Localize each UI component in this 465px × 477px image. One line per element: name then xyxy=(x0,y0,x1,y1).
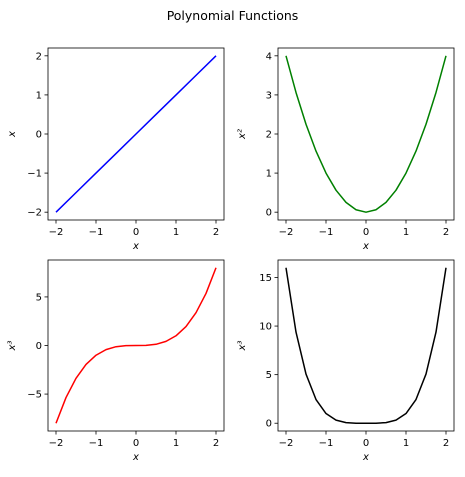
figure-title: Polynomial Functions xyxy=(166,8,299,23)
y-tick-label-linear: 0 xyxy=(36,130,42,141)
x-tick-label-quadratic: −2 xyxy=(279,227,294,238)
y-tick-label-cubic: 5 xyxy=(36,292,42,303)
x-tick-label-cubic: −2 xyxy=(49,438,64,449)
y-axis-label-quadratic: x² xyxy=(237,129,248,140)
x-tick-label-quartic: 2 xyxy=(443,438,449,449)
y-tick-label-quadratic: 0 xyxy=(266,208,272,219)
y-tick-label-linear: 2 xyxy=(36,51,42,62)
y-tick-label-quadratic: 1 xyxy=(266,169,272,180)
y-axis-label-quartic: x³ xyxy=(237,341,248,352)
series-line-quartic xyxy=(285,267,447,424)
x-axis-label-quartic: x xyxy=(362,452,369,463)
axes-frame-quartic xyxy=(277,259,455,432)
subplot-cubic: −2 −1 0 1 2 −5 0 5 x x³ xyxy=(7,259,225,463)
y-tick-label-quartic: 5 xyxy=(266,370,272,381)
x-axis-label-linear: x xyxy=(132,241,139,252)
x-tick-label-cubic: 2 xyxy=(213,438,219,449)
x-tick-label-linear: 1 xyxy=(173,227,179,238)
series-line-cubic xyxy=(55,267,217,424)
y-tick-label-quartic: 10 xyxy=(259,322,272,333)
x-tick-label-cubic: 1 xyxy=(173,438,179,449)
y-tick-label-cubic: 0 xyxy=(36,341,42,352)
y-tick-label-quadratic: 2 xyxy=(266,130,272,141)
y-tick-label-quadratic: 3 xyxy=(266,90,272,101)
series-line-quadratic xyxy=(285,55,447,213)
x-tick-label-cubic: 0 xyxy=(133,438,139,449)
x-tick-label-quadratic: 0 xyxy=(363,227,369,238)
x-tick-label-linear: −2 xyxy=(49,227,64,238)
y-axis-label-linear: x xyxy=(7,131,18,138)
subplot-quadratic: −2 −1 0 1 2 0 1 2 3 4 x x² xyxy=(237,47,455,252)
x-tick-label-quartic: −1 xyxy=(319,438,334,449)
y-tick-label-cubic: −5 xyxy=(27,390,42,401)
y-tick-label-linear: 1 xyxy=(36,90,42,101)
x-tick-label-quartic: −2 xyxy=(279,438,294,449)
subplot-quartic: −2 −1 0 1 2 0 5 10 15 x x³ xyxy=(237,259,455,463)
y-axis-label-cubic: x³ xyxy=(7,341,18,352)
x-tick-label-linear: 2 xyxy=(213,227,219,238)
y-tick-label-linear: −2 xyxy=(27,208,42,219)
x-tick-label-cubic: −1 xyxy=(89,438,104,449)
x-tick-label-quartic: 0 xyxy=(363,438,369,449)
y-tick-label-linear: −1 xyxy=(27,169,42,180)
x-axis-label-quadratic: x xyxy=(362,241,369,252)
x-axis-label-cubic: x xyxy=(132,452,139,463)
x-tick-label-linear: 0 xyxy=(133,227,139,238)
y-tick-label-quartic: 0 xyxy=(266,419,272,430)
x-tick-label-quadratic: 2 xyxy=(443,227,449,238)
y-tick-label-quartic: 15 xyxy=(259,273,272,284)
x-tick-label-quadratic: −1 xyxy=(319,227,334,238)
y-tick-label-quadratic: 4 xyxy=(266,51,272,62)
x-tick-label-quartic: 1 xyxy=(403,438,409,449)
series-line-linear xyxy=(55,55,217,213)
axes-frame-quadratic xyxy=(277,47,455,221)
x-tick-label-quadratic: 1 xyxy=(403,227,409,238)
subplot-linear: −2 −1 0 1 2 −2 −1 0 1 2 x x xyxy=(7,47,225,252)
x-tick-label-linear: −1 xyxy=(89,227,104,238)
